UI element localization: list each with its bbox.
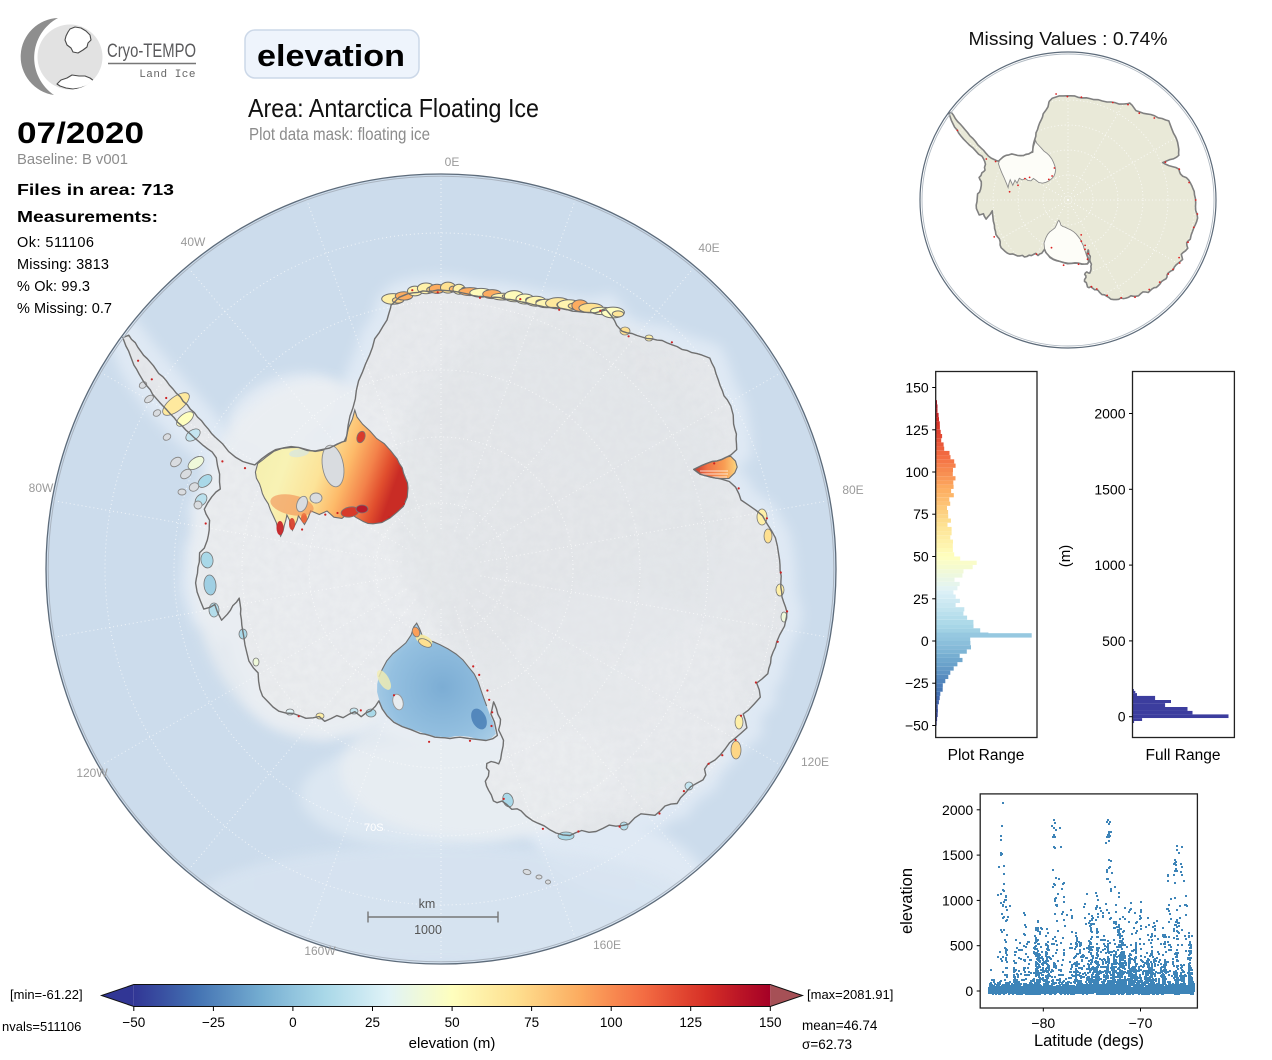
svg-text:Baseline: B v001: Baseline: B v001	[17, 151, 128, 168]
svg-text:elevation (m): elevation (m)	[409, 1035, 496, 1052]
svg-text:σ=62.73: σ=62.73	[802, 1037, 852, 1052]
svg-text:80W: 80W	[29, 481, 54, 495]
svg-text:Land Ice: Land Ice	[139, 69, 196, 81]
svg-text:−80: −80	[1031, 1015, 1055, 1031]
svg-text:125: 125	[905, 422, 929, 438]
svg-text:150: 150	[759, 1015, 782, 1030]
svg-text:75: 75	[913, 506, 929, 522]
svg-text:120W: 120W	[76, 766, 108, 780]
svg-text:Files in area: 713: Files in area: 713	[17, 182, 174, 199]
svg-text:70S: 70S	[364, 822, 384, 834]
svg-text:−25: −25	[202, 1015, 225, 1030]
svg-text:−70: −70	[1129, 1015, 1153, 1031]
svg-text:[min=-61.22]: [min=-61.22]	[10, 987, 83, 1002]
svg-text:Plot data mask: floating ice: Plot data mask: floating ice	[249, 124, 430, 144]
svg-text:Plot Range: Plot Range	[948, 747, 1025, 764]
svg-text:Cryo-TEMPO: Cryo-TEMPO	[107, 41, 196, 62]
svg-text:% Ok: 99.3: % Ok: 99.3	[17, 279, 90, 295]
svg-text:0: 0	[1118, 709, 1126, 725]
svg-text:160E: 160E	[593, 938, 621, 952]
svg-text:0: 0	[965, 983, 973, 999]
svg-text:Ok: 511106: Ok: 511106	[17, 235, 94, 251]
svg-text:160W: 160W	[304, 944, 336, 958]
svg-text:500: 500	[950, 938, 974, 954]
svg-text:Measurements:: Measurements:	[17, 209, 158, 226]
svg-text:2000: 2000	[942, 802, 973, 818]
svg-text:−50: −50	[122, 1015, 145, 1030]
svg-text:100: 100	[600, 1015, 623, 1030]
svg-text:mean=46.74: mean=46.74	[802, 1018, 878, 1033]
svg-text:40W: 40W	[181, 235, 206, 249]
svg-text:25: 25	[913, 591, 929, 607]
svg-text:1500: 1500	[1094, 481, 1125, 497]
svg-text:125: 125	[679, 1015, 702, 1030]
svg-text:80E: 80E	[842, 483, 863, 497]
svg-text:150: 150	[905, 380, 929, 396]
svg-text:Latitude (degs): Latitude (degs)	[1034, 1032, 1144, 1050]
svg-text:elevation: elevation	[257, 38, 405, 73]
svg-text:0E: 0E	[445, 155, 460, 169]
svg-text:1000: 1000	[942, 892, 973, 908]
svg-text:(m): (m)	[1057, 545, 1074, 568]
svg-text:Missing: 3813: Missing: 3813	[17, 257, 109, 273]
svg-text:−25: −25	[905, 675, 929, 691]
svg-text:% Missing: 0.7: % Missing: 0.7	[17, 301, 112, 317]
svg-text:75: 75	[524, 1015, 539, 1030]
svg-text:−50: −50	[905, 718, 929, 734]
svg-text:Full Range: Full Range	[1146, 747, 1221, 764]
svg-text:50: 50	[913, 549, 929, 565]
svg-text:50: 50	[445, 1015, 460, 1030]
svg-text:100: 100	[905, 464, 929, 480]
svg-text:km: km	[419, 897, 436, 911]
svg-text:elevation: elevation	[898, 868, 916, 934]
svg-text:07/2020: 07/2020	[17, 117, 144, 150]
svg-text:Missing Values : 0.74%: Missing Values : 0.74%	[969, 29, 1168, 49]
svg-text:0: 0	[289, 1015, 297, 1030]
svg-text:Area: Antarctica Floating Ice: Area: Antarctica Floating Ice	[248, 93, 539, 123]
svg-text:1000: 1000	[414, 923, 442, 937]
svg-text:[max=2081.91]: [max=2081.91]	[807, 987, 893, 1002]
svg-text:1500: 1500	[942, 847, 973, 863]
svg-text:nvals=511106: nvals=511106	[2, 1019, 81, 1034]
svg-text:0: 0	[921, 633, 929, 649]
svg-text:2000: 2000	[1094, 406, 1125, 422]
svg-text:25: 25	[365, 1015, 380, 1030]
svg-text:1000: 1000	[1094, 557, 1125, 573]
svg-text:120E: 120E	[801, 755, 829, 769]
svg-text:40E: 40E	[698, 241, 719, 255]
svg-text:500: 500	[1102, 633, 1126, 649]
